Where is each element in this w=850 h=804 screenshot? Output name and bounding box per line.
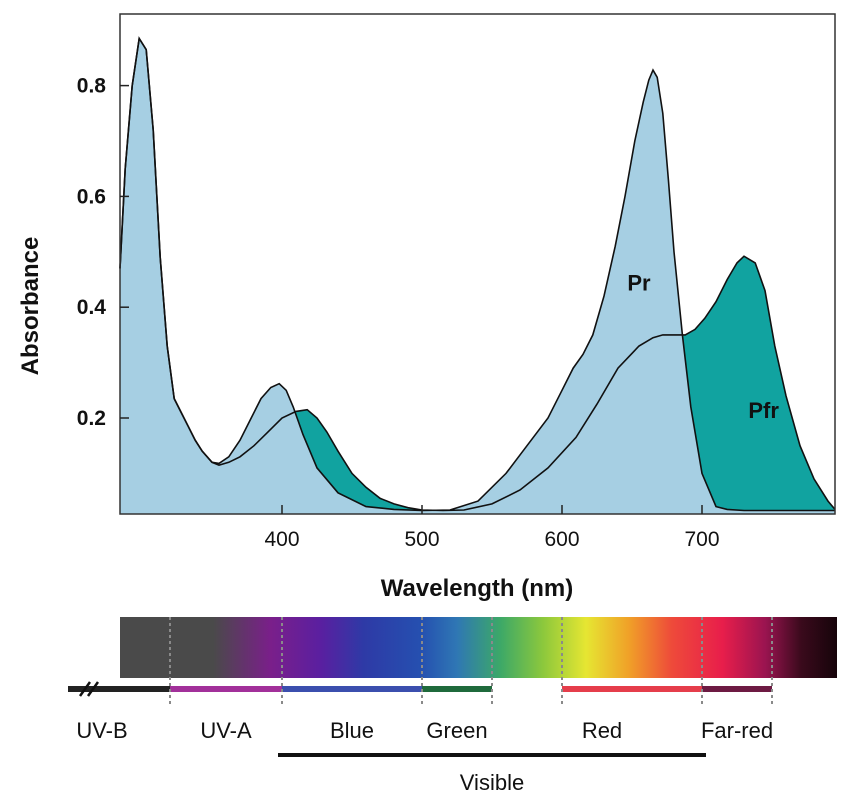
pr-curve: [119, 36, 835, 512]
y-tick-label: 0.8: [77, 75, 107, 98]
x-tick-label: 600: [544, 528, 579, 551]
y-tick-label: 0.6: [77, 185, 106, 208]
region-labels: UV-B UV-A Blue Green Red Far-red: [76, 718, 773, 743]
x-tick-label: 500: [404, 528, 439, 551]
x-tick-label: 400: [264, 528, 299, 551]
axis-break-icon: [78, 681, 100, 697]
light-spectrum: UV-B UV-A Blue Green Red Far-red Visible: [68, 617, 837, 795]
y-tick-label: 0.2: [77, 407, 106, 430]
plot-frame: [119, 13, 836, 515]
region-label-far-red: Far-red: [701, 718, 773, 743]
pfr-area: [120, 38, 835, 514]
region-label-uv-b: UV-B: [76, 718, 127, 743]
region-dividers: [169, 617, 773, 706]
visible-label: Visible: [460, 770, 524, 795]
region-label-uv-a: UV-A: [200, 718, 252, 743]
x-axis-title: Wavelength (nm): [381, 575, 573, 602]
pfr-label: Pfr: [748, 398, 779, 423]
y-tick-label: 0.4: [77, 296, 107, 319]
region-label-blue: Blue: [330, 718, 374, 743]
plot-area: [119, 13, 836, 515]
y-axis-title: Absorbance: [17, 237, 44, 376]
pr-label: Pr: [627, 271, 651, 296]
y-axis-ticks: 0.2 0.4 0.6 0.8: [77, 75, 129, 430]
x-tick-label: 700: [684, 528, 719, 551]
pr-area: [120, 38, 835, 514]
spectrum-bar: [120, 617, 837, 678]
x-axis-ticks: 400 500 600 700: [264, 505, 720, 551]
region-label-green: Green: [426, 718, 487, 743]
region-label-red: Red: [582, 718, 622, 743]
